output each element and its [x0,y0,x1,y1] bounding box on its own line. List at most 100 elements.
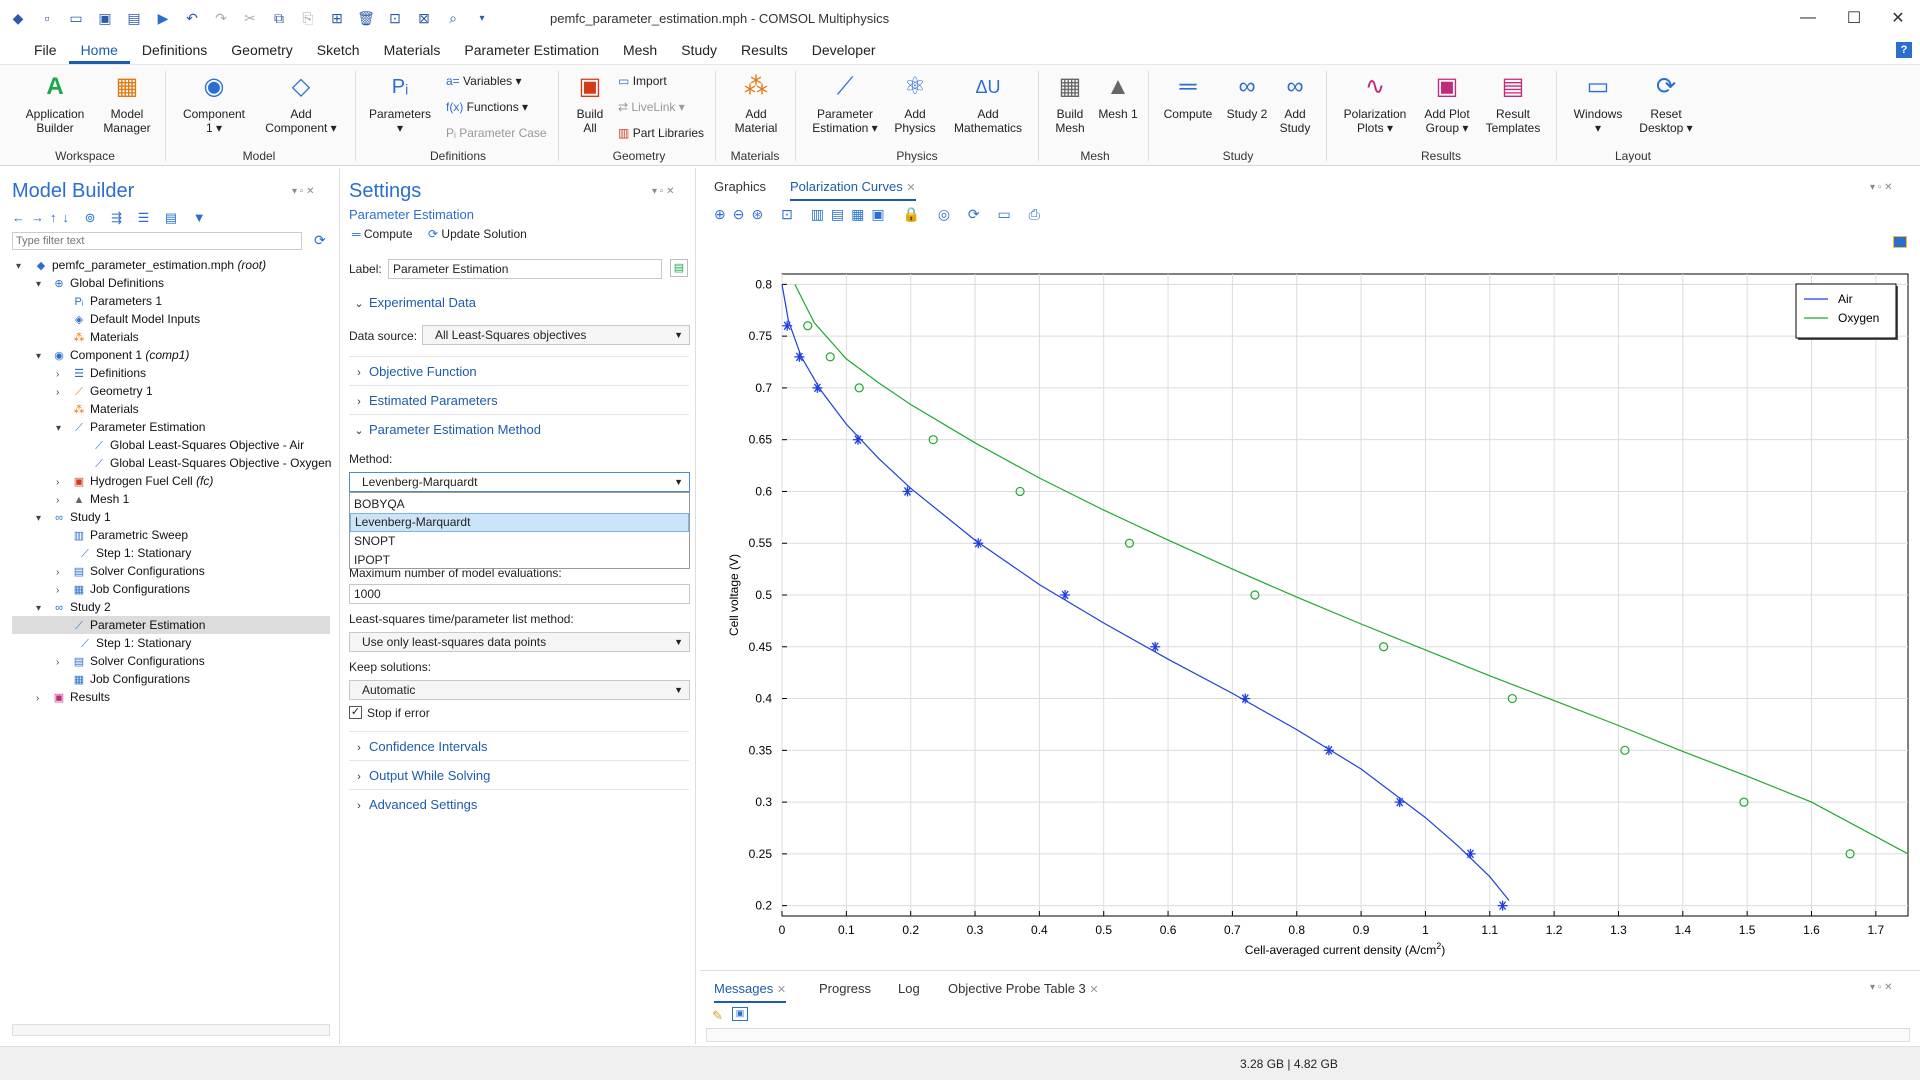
application-builder-button[interactable]: A Application Builder [20,71,90,135]
tree-results[interactable]: ▣ Results [52,688,110,706]
component-button[interactable]: ◉ Component 1 ▾ [182,73,246,135]
tab-polarization-curves[interactable]: Polarization Curves ✕ [790,176,916,201]
tree-study-2[interactable]: ∞ Study 2 [52,598,111,616]
menu-parameter-estimation[interactable]: Parameter Estimation [464,42,599,58]
menu-file[interactable]: File [34,42,57,58]
mesh-1-button[interactable]: ▲ Mesh 1 [1098,71,1138,121]
transform-icon[interactable]: ⊠ [418,9,430,26]
result-templates-button[interactable]: ▤ Result Templates [1482,71,1544,135]
save-icon[interactable]: ▣ [98,9,112,26]
clear-messages-icon[interactable]: ✎ [712,1008,723,1023]
tree-root[interactable]: ◆ pemfc_parameter_estimation.mph (root) [34,256,266,274]
graphics-panel-menu-icon[interactable]: ▾ ▫ ✕ [1870,182,1893,193]
method-option-ipopt[interactable]: IPOPT [354,553,391,567]
data-source-select[interactable]: All Least-Squares objectives ▼ [422,325,690,345]
compute-link[interactable]: ═ Compute [352,227,413,241]
tree-parameter-estimation-study2[interactable]: ⟋ Parameter Estimation [12,616,330,634]
label-field[interactable]: Parameter Estimation [388,259,662,279]
customize-icon[interactable]: ▾ [479,12,485,24]
color-legend-icon[interactable] [1893,236,1907,248]
build-all-button[interactable]: ▣ Build All [570,71,610,135]
tree-geometry-1[interactable]: ⟋ Geometry 1 [72,382,153,400]
stop-if-error-checkbox[interactable]: ✓ [349,706,362,719]
tree-solver-configurations-1[interactable]: ▤ Solver Configurations [72,562,205,580]
new-file-icon[interactable]: ▫ [44,10,50,26]
close-tab-icon[interactable]: ✕ [906,182,916,194]
tree-nav-toolbar[interactable]: ←→↑↓ ⊚ ⇶ ☰ ▤ ▼ [12,210,212,225]
add-material-button[interactable]: ⁂ Add Material [728,71,784,135]
tab-messages[interactable]: Messages ✕ [714,978,787,1003]
duplicate-icon[interactable]: ⊞ [331,9,343,26]
part-libraries-button[interactable]: ▥ Part Libraries [618,125,704,141]
open-folder-icon[interactable]: ▭ [69,9,83,26]
section-confidence-intervals[interactable]: › Confidence Intervals [349,731,689,761]
panel-menu-icon[interactable]: ▾ ▫ ✕ [292,186,315,197]
section-estimated-parameters[interactable]: › Estimated Parameters [349,385,689,415]
delete-icon[interactable]: 🗑 [357,9,375,26]
close-icon[interactable]: ✕ [1891,10,1905,27]
menu-materials[interactable]: Materials [383,42,441,58]
add-study-button[interactable]: ∞ Add Study [1274,71,1316,135]
reset-desktop-button[interactable]: ⟳ Reset Desktop ▾ [1639,73,1693,135]
add-plot-group-button[interactable]: ▣ Add Plot Group ▾ [1424,73,1470,135]
tree-default-model-inputs[interactable]: ◈ Default Model Inputs [72,310,200,328]
section-output-while-solving[interactable]: › Output While Solving [349,760,689,790]
parameter-case-button[interactable]: Pᵢ Parameter Case [446,125,547,141]
polarization-plots-button[interactable]: ∿ Polarization Plots ▾ [1343,73,1407,135]
update-solution-link[interactable]: ⟳ Update Solution [428,227,527,241]
max-evals-field[interactable]: 1000 [349,584,690,604]
add-physics-button[interactable]: ⚛ Add Physics [890,71,940,135]
tree-step1-study2[interactable]: ⟋ Step 1: Stationary [78,634,191,652]
tree-hydrogen-fuel-cell[interactable]: ▣ Hydrogen Fuel Cell (fc) [72,472,214,490]
menu-geometry[interactable]: Geometry [231,42,293,58]
undo-icon[interactable]: ↶ [186,9,198,26]
method-option-snopt[interactable]: SNOPT [354,534,396,548]
select-icon[interactable]: ⊡ [389,9,401,26]
menu-sketch[interactable]: Sketch [316,42,360,58]
tree-study-1[interactable]: ∞ Study 1 [52,508,111,526]
menu-results[interactable]: Results [741,42,788,58]
section-advanced-settings[interactable]: › Advanced Settings [349,789,689,819]
tree-filter-input[interactable] [12,232,302,250]
menu-mesh[interactable]: Mesh [622,42,658,58]
menu-definitions[interactable]: Definitions [141,42,208,58]
ls-method-select[interactable]: Use only least-squares data points ▼ [349,632,690,652]
tree-parametric-sweep[interactable]: ▥ Parametric Sweep [72,526,188,544]
maximize-icon[interactable]: ☐ [1846,10,1862,27]
method-select[interactable]: Levenberg-Marquardt ▼ [349,472,690,492]
tree-job-configurations-1[interactable]: ▦ Job Configurations [72,580,190,598]
copy-icon[interactable]: ⧉ [274,9,284,26]
settings-panel-menu-icon[interactable]: ▾ ▫ ✕ [652,186,675,197]
tree-global-definitions[interactable]: ⊕ Global Definitions [52,274,164,292]
menu-home[interactable]: Home [68,38,130,64]
plot-toolbar[interactable]: ⊕⊖⊛ ⊡ ▥▤▦▣ 🔒 ◎ ⟳ ▭ ⎙ [714,206,1047,222]
tab-log[interactable]: Log [898,981,920,996]
parameters-button[interactable]: Pᵢ Parameters ▾ [368,71,432,135]
redo-icon[interactable]: ↷ [215,9,227,26]
tree-definitions[interactable]: ☰ Definitions [72,364,146,382]
study-2-button[interactable]: ∞ Study 2 [1224,71,1270,121]
tree-job-configurations-2[interactable]: ▦ Job Configurations [72,670,190,688]
close-tab-icon[interactable]: ✕ [1089,984,1099,996]
parameter-estimation-button[interactable]: ⟋ Parameter Estimation ▾ [812,73,878,135]
section-experimental-data[interactable]: ⌄ Experimental Data [349,288,689,318]
livelink-button[interactable]: ⇄ LiveLink ▾ [618,100,685,114]
tree-horizontal-scrollbar[interactable] [12,1024,330,1036]
method-option-levenberg-marquardt[interactable]: Levenberg-Marquardt [350,513,689,532]
tree-step1-study1[interactable]: ⟋ Step 1: Stationary [78,544,191,562]
section-objective-function[interactable]: › Objective Function [349,356,689,386]
help-icon[interactable]: ? [1896,42,1912,58]
compute-button[interactable]: ═ Compute [1160,71,1216,121]
variables-button[interactable]: a= Variables ▾ [446,74,522,88]
tree-gls-air[interactable]: ⟋ Global Least-Squares Objective - Air [92,436,304,454]
tree-global-materials[interactable]: ⁂ Materials [72,328,139,346]
minimize-icon[interactable]: — [1800,9,1816,26]
close-tab-icon[interactable]: ✕ [776,984,787,996]
label-edit-icon[interactable]: ▤ [670,259,688,277]
functions-button[interactable]: f(x) Functions ▾ [446,100,529,114]
tab-objective-probe-table[interactable]: Objective Probe Table 3 ✕ [948,978,1099,1001]
copy-messages-icon[interactable]: ▣ [732,1007,748,1021]
keep-solutions-select[interactable]: Automatic ▼ [349,680,690,700]
tree-parameter-estimation[interactable]: ⟋ Parameter Estimation [72,418,205,436]
menu-developer[interactable]: Developer [811,42,876,58]
